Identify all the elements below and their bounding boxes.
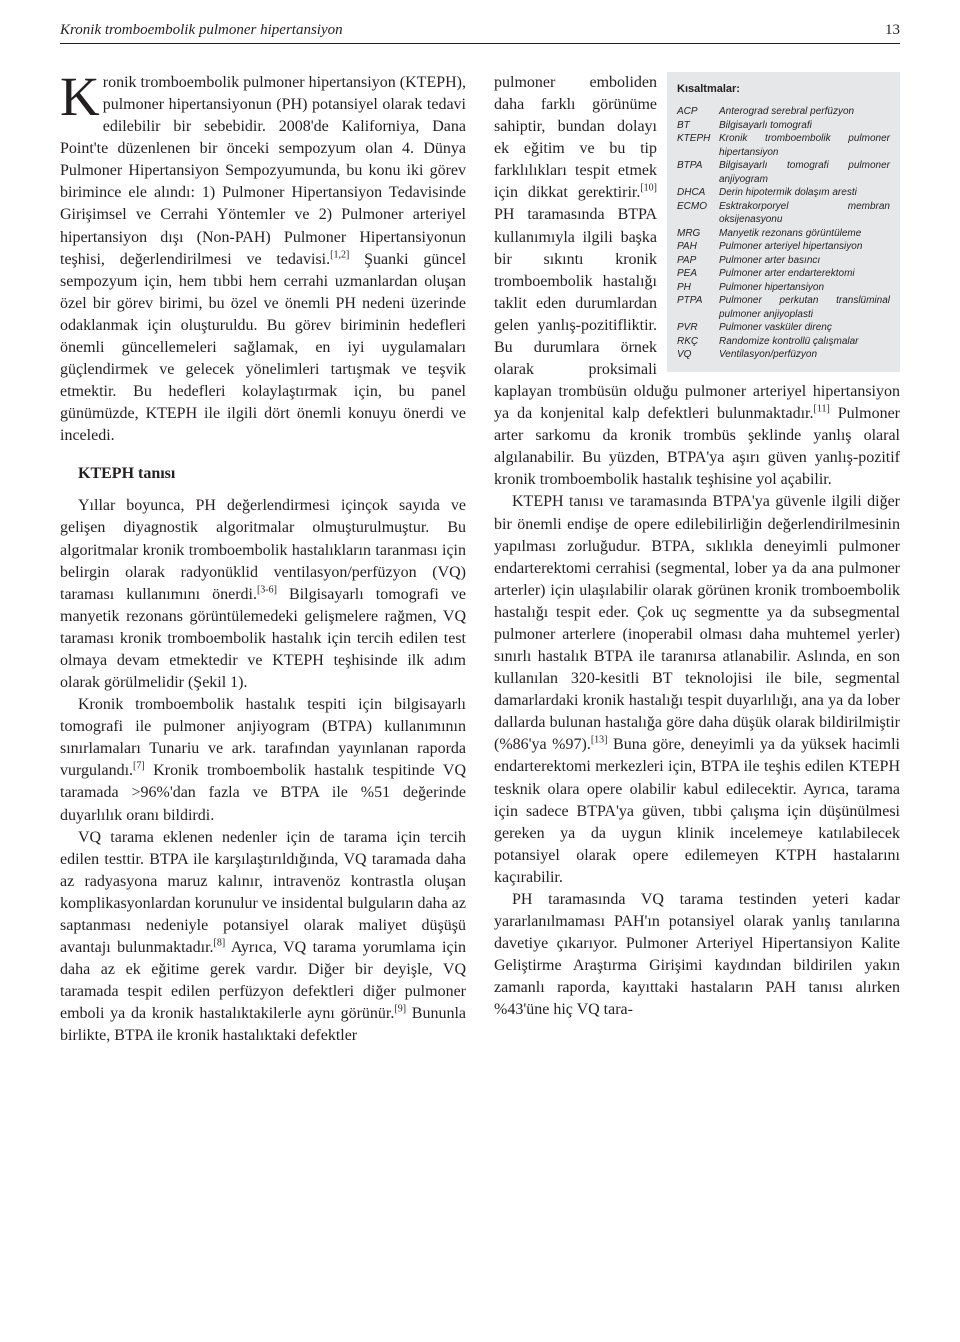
abbr-row: BTPABilgisayarlı tomografi pulmoner anji…: [677, 159, 890, 186]
abbr-value: Pulmoner perkutan translüminal pulmoner …: [719, 294, 890, 321]
text: KTEPH tanısı ve taramasında BTPA'ya güve…: [494, 493, 900, 753]
abbr-row: KTEPHKronik tromboembolik pulmoner hiper…: [677, 132, 890, 159]
abbr-key: PH: [677, 281, 719, 295]
abbr-value: Manyetik rezonans görüntüleme: [719, 227, 890, 241]
abbr-key: MRG: [677, 227, 719, 241]
text: VQ tarama eklenen nedenler için de taram…: [60, 829, 466, 956]
left-column: Kronik tromboembolik pulmoner hipertansi…: [60, 72, 466, 1047]
paragraph: Yıllar boyunca, PH değerlendirmesi içinç…: [60, 495, 466, 694]
abbr-row: PTPAPulmoner perkutan translüminal pulmo…: [677, 294, 890, 321]
abbr-row: ECMOEsktrakorporyel membran oksijenasyon…: [677, 200, 890, 227]
citation: [10]: [640, 183, 657, 194]
abbr-key: BT: [677, 119, 719, 133]
paragraph: PH taramasında VQ tarama testinden yeter…: [494, 889, 900, 1021]
abbr-row: PHPulmoner hipertansiyon: [677, 281, 890, 295]
citation: [11]: [813, 404, 829, 415]
abbr-row: BTBilgisayarlı tomografi: [677, 119, 890, 133]
page-header: Kronik tromboembolik pulmoner hipertansi…: [60, 22, 900, 44]
abbr-key: ECMO: [677, 200, 719, 227]
abbr-key: DHCA: [677, 186, 719, 200]
citation: [7]: [133, 761, 145, 772]
abbr-row: DHCADerin hipotermik dolaşım aresti: [677, 186, 890, 200]
text: PH taramasında VQ tarama testinden yeter…: [494, 891, 900, 1018]
abbr-value: Pulmoner arter basıncı: [719, 254, 890, 268]
citation: [13]: [591, 735, 608, 746]
abbr-row: PEAPulmoner arter endarterektomi: [677, 267, 890, 281]
abbr-list: ACPAnterograd serebral perfüzyonBTBilgis…: [677, 105, 890, 362]
abbr-key: ACP: [677, 105, 719, 119]
abbr-key: VQ: [677, 348, 719, 362]
text: ronik tromboembolik pulmoner hipertansiy…: [60, 74, 466, 268]
abbr-row: RKÇRandomize kontrollü çalışmalar: [677, 335, 890, 349]
paragraph: VQ tarama eklenen nedenler için de taram…: [60, 827, 466, 1048]
abbr-value: Pulmoner arteriyel hipertansiyon: [719, 240, 890, 254]
citation: [1,2]: [330, 249, 349, 260]
citation: [8]: [214, 938, 226, 949]
abbr-value: Pulmoner arter endarterektomi: [719, 267, 890, 281]
abbr-key: KTEPH: [677, 132, 719, 159]
abbreviations-box: Kısaltmalar: ACPAnterograd serebral perf…: [667, 72, 900, 372]
abbr-row: VQVentilasyon/perfüzyon: [677, 348, 890, 362]
abbr-value: Anterograd serebral perfüzyon: [719, 105, 890, 119]
citation: [9]: [394, 1004, 406, 1015]
abbr-value: Randomize kontrollü çalışmalar: [719, 335, 890, 349]
abbr-row: ACPAnterograd serebral perfüzyon: [677, 105, 890, 119]
paragraph: KTEPH tanısı ve taramasında BTPA'ya güve…: [494, 491, 900, 888]
abbr-value: Derin hipotermik dolaşım aresti: [719, 186, 890, 200]
abbr-key: PVR: [677, 321, 719, 335]
abbr-value: Bilgisayarlı tomografi: [719, 119, 890, 133]
abbr-value: Ventilasyon/perfüzyon: [719, 348, 890, 362]
abbr-row: PAHPulmoner arteriyel hipertansiyon: [677, 240, 890, 254]
citation: [3-6]: [257, 584, 277, 595]
abbr-row: MRGManyetik rezonans görüntüleme: [677, 227, 890, 241]
paragraph: Kronik tromboembolik pulmoner hipertansi…: [60, 72, 466, 447]
paragraph: Kronik tromboembolik hastalık tespiti iç…: [60, 694, 466, 826]
text: Buna göre, deneyimli ya da yüksek haciml…: [494, 736, 900, 885]
abbr-key: PAP: [677, 254, 719, 268]
abbr-value: Esktrakorporyel membran oksijenasyonu: [719, 200, 890, 227]
abbr-key: PEA: [677, 267, 719, 281]
abbr-key: BTPA: [677, 159, 719, 186]
abbr-value: Pulmoner vasküler direnç: [719, 321, 890, 335]
right-column: Kısaltmalar: ACPAnterograd serebral perf…: [494, 72, 900, 1021]
running-title: Kronik tromboembolik pulmoner hipertansi…: [60, 22, 343, 39]
section-heading: KTEPH tanısı: [78, 463, 466, 485]
abbr-key: PTPA: [677, 294, 719, 321]
page-number: 13: [885, 22, 900, 39]
abbr-title: Kısaltmalar:: [677, 82, 890, 97]
abbr-value: Bilgisayarlı tomografi pulmoner anjiyogr…: [719, 159, 890, 186]
abbr-key: RKÇ: [677, 335, 719, 349]
abbr-value: Kronik tromboembolik pulmoner hipertansi…: [719, 132, 890, 159]
abbr-key: PAH: [677, 240, 719, 254]
dropcap: K: [60, 74, 100, 121]
text: Şuanki güncel sempozyum için, hem tıbbi …: [60, 251, 466, 445]
abbr-row: PVRPulmoner vasküler direnç: [677, 321, 890, 335]
abbr-row: PAPPulmoner arter basıncı: [677, 254, 890, 268]
abbr-value: Pulmoner hipertansiyon: [719, 281, 890, 295]
text: pulmoner emboliden daha farklı görünüme …: [494, 74, 657, 201]
